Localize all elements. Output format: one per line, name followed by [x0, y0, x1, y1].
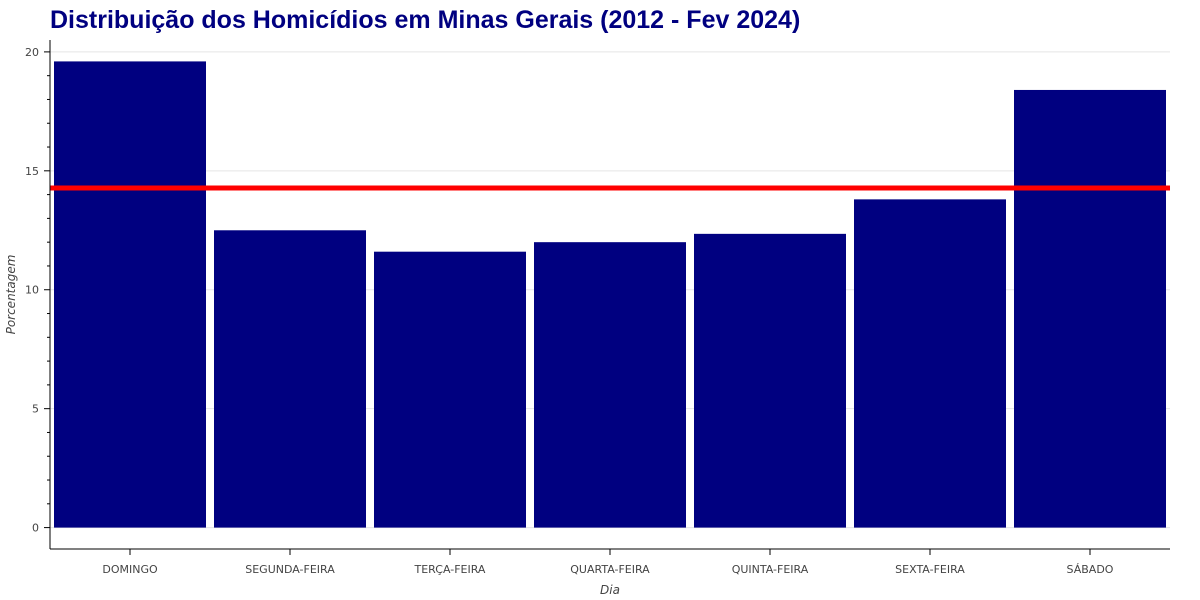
x-tick-label: DOMINGO — [102, 563, 158, 576]
y-tick-label: 5 — [32, 403, 39, 416]
bar — [214, 230, 366, 528]
x-ticks: DOMINGO SEGUNDA-FEIRA TERÇA-FEIRA QUARTA-FE… — [102, 549, 1114, 576]
chart-title: Distribuição dos Homicídios em Minas Ger… — [50, 6, 801, 34]
x-tick-label: SÁBADO — [1067, 563, 1114, 576]
y-tick-label: 10 — [25, 284, 39, 297]
y-ticks: 0 5 10 15 20 — [25, 46, 50, 535]
bar — [534, 242, 686, 528]
x-tick-label: SEXTA-FEIRA — [895, 563, 965, 576]
x-tick-label: QUINTA-FEIRA — [732, 563, 809, 576]
bar — [54, 61, 206, 528]
x-tick-label: SEGUNDA-FEIRA — [245, 563, 335, 576]
x-tick-label: QUARTA-FEIRA — [570, 563, 650, 576]
y-tick-label: 15 — [25, 165, 39, 178]
y-axis-label: Porcentagem — [4, 255, 18, 335]
bar — [854, 199, 1006, 528]
bar — [1014, 89, 1166, 528]
y-tick-label: 0 — [32, 522, 39, 535]
x-axis-label: Dia — [600, 583, 620, 597]
bars — [54, 61, 1166, 528]
bar — [374, 251, 526, 528]
x-tick-label: TERÇA-FEIRA — [414, 563, 486, 576]
bar — [694, 233, 846, 528]
y-tick-label: 20 — [25, 46, 39, 59]
